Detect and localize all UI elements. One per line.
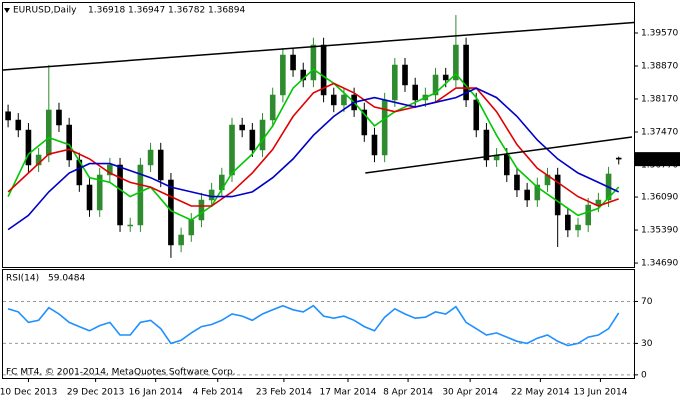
y-tick-label: 1.35390 [641,226,678,236]
rsi-title: RSI(14) [6,274,39,284]
x-tick-label: 4 Feb 2014 [193,388,244,398]
x-tick-label: 13 Jun 2014 [573,388,627,398]
candle-body [473,99,480,131]
candle-body [269,94,276,121]
copyright: FC MT4, © 2001-2014, MetaQuotes Software… [6,368,236,378]
price-panel [2,2,635,268]
candle-body [503,154,510,176]
candle-body [412,84,418,101]
candle-body [46,109,52,156]
candle-body [290,54,296,71]
candle-body [229,124,235,176]
candle-body [565,214,571,231]
candle-body [432,74,439,96]
candle-body [300,69,307,81]
y-tick-label: 1.38870 [641,61,678,71]
candle-body [96,174,103,211]
candle-body [514,174,520,191]
candle-body [259,119,266,151]
candle-body [239,124,245,131]
rsi-value: 59.0484 [48,274,85,284]
candle-body [5,111,11,121]
candle-body [107,164,113,176]
candle-body [615,157,622,160]
candle-body [35,154,42,166]
candle-body [15,119,22,131]
candle-body [361,109,368,136]
candle-body [483,129,490,161]
candle-body [453,44,459,81]
candle-body [188,219,195,236]
symbol-icon [4,8,10,13]
candle-body [117,164,123,226]
moving-average [7,87,620,231]
x-tick-label: 10 Dec 2013 [0,388,57,398]
close-value: 1.36894 [208,6,245,16]
trendline [365,136,633,174]
y-tick-label: 1.38170 [641,94,678,104]
candle-body [320,44,327,96]
candle-body [310,44,317,81]
candle-body [147,149,154,166]
moving-average [7,82,619,207]
high-value: 1.36947 [128,6,165,16]
y-tick-label: 0 [641,370,647,380]
candle-body [463,44,469,101]
x-tick-label: 23 Feb 2014 [256,388,312,398]
candle-body [137,164,144,226]
y-tick-label: 30 [641,339,653,349]
candle-body [56,109,62,126]
y-tick-label: 1.36090 [641,193,678,203]
candle-body [198,199,205,221]
candle-body [534,184,541,201]
candle-body [168,179,174,246]
x-tick-label: 8 Apr 2014 [383,388,433,398]
x-tick-label: 22 May 2014 [511,388,570,398]
price-tag [634,152,680,167]
y-tick-label: 1.39570 [641,28,678,38]
y-tick-label: 1.34690 [641,259,678,269]
candle-body [524,189,530,201]
candle-body [554,174,561,216]
y-tick-label: 1.37470 [641,127,678,137]
candle-body [371,134,378,156]
candle-body [178,234,184,246]
candle-body [392,64,398,101]
x-tick-label: 16 Jan 2014 [129,388,183,398]
x-tick-label: 17 Mar 2014 [319,388,376,398]
symbol-title: EURUSD,Daily [13,6,77,16]
x-tick-label: 29 Dec 2013 [67,388,125,398]
moving-average [7,68,620,222]
candle-body [595,199,602,206]
low-value: 1.36782 [168,6,205,16]
trendline [2,21,635,71]
candle-body [66,124,72,161]
open-value: 1.36918 [88,6,125,16]
price-tag-label: 1.36894 [639,155,676,165]
candle-body [442,74,449,81]
rsi-panel [2,269,635,379]
candle-body [280,54,286,96]
candle-body [341,94,347,106]
rsi-line [7,304,620,347]
candle-body [249,129,256,151]
candle-body [86,184,93,211]
candle-body [330,94,337,106]
candle-body [402,64,408,86]
x-tick-label: 30 Apr 2014 [442,388,498,398]
candle-body [25,129,32,166]
candle-body [585,204,591,226]
y-tick-label: 70 [641,297,653,307]
candle-body [157,149,164,181]
candle-body [127,224,134,227]
candle-body [208,189,215,201]
candle-body [575,224,581,231]
